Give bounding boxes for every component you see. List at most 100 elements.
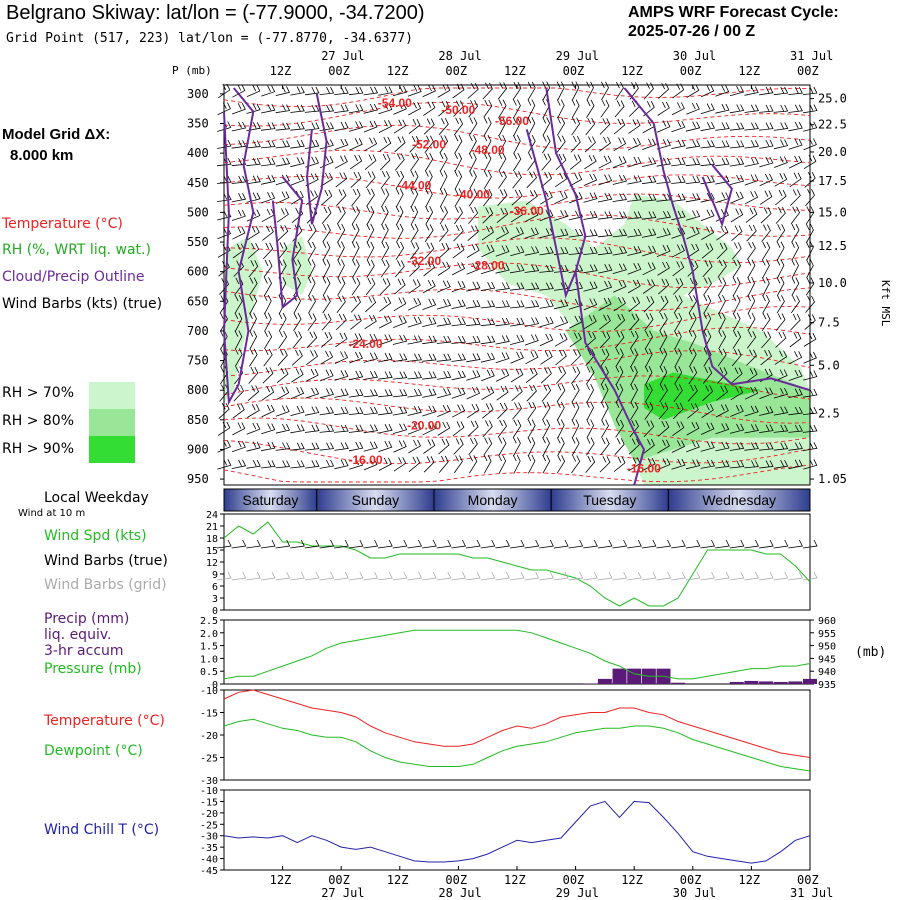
wind-barb <box>571 455 581 474</box>
wind-barb <box>803 459 818 470</box>
wind-barb <box>260 140 276 149</box>
wind-barb <box>509 300 525 309</box>
wind-barb <box>410 223 419 243</box>
wind-barb <box>409 242 420 260</box>
grid-wind-barb <box>378 571 393 581</box>
wind-barb <box>496 385 509 401</box>
wind-speed-label: Wind Spd (kts) <box>44 528 147 544</box>
wind-barb <box>351 188 361 207</box>
wind-barb <box>598 174 613 186</box>
wind-barb <box>307 277 316 296</box>
wind-barb <box>776 295 785 314</box>
wind-barb <box>512 134 521 154</box>
wind-barb <box>424 188 433 207</box>
y-tick-label-right: 7.5 <box>818 316 840 330</box>
wind-barb <box>759 122 774 131</box>
wind-barb <box>703 294 712 314</box>
wind-barb <box>407 85 422 97</box>
wind-barb <box>629 313 640 331</box>
legend-rh: RH (%, WRT liq. wat.) <box>2 242 151 258</box>
wind-barb <box>511 189 523 206</box>
wind-barb <box>469 455 478 474</box>
wind-barb <box>659 330 668 350</box>
wind-barb <box>788 406 803 416</box>
wind-barb <box>422 84 436 98</box>
wind-barb <box>540 172 553 188</box>
y-tick-label: 21 <box>206 522 218 533</box>
rh-bin-label: RH > 80% <box>2 413 75 429</box>
wind-barb <box>394 136 406 153</box>
wind-barb <box>730 191 744 204</box>
wind-barb <box>598 297 612 311</box>
wind-barb <box>467 83 479 99</box>
y-tick-label: -20 <box>200 809 218 820</box>
y-tick-label: 1.5 <box>200 642 218 653</box>
wind-barb <box>381 205 389 225</box>
wind-barb <box>731 349 742 367</box>
wind-barb <box>290 140 305 149</box>
wind-barb <box>600 348 610 367</box>
wind-barb <box>247 404 260 418</box>
wind-barb <box>290 86 305 96</box>
wind-barb <box>246 122 261 131</box>
wind-barb <box>715 157 730 167</box>
wind-barb <box>601 81 609 101</box>
grid-wind-barb <box>495 571 510 581</box>
grid-wind-barb <box>758 571 774 581</box>
wind-barb <box>219 330 228 350</box>
wind-barb <box>730 405 744 417</box>
wind-barb <box>745 207 758 223</box>
wind-barb <box>731 225 743 242</box>
wind-barb <box>319 442 335 451</box>
wind-barb <box>527 402 537 420</box>
y-tick-label: 6 <box>212 582 218 593</box>
wind-barb <box>656 157 671 167</box>
wind-barb <box>568 247 584 255</box>
wind-barb <box>600 419 609 438</box>
wind-barb <box>483 99 493 118</box>
wind-barbs-true-label: Wind Barbs (true) <box>44 553 168 569</box>
wind-barb <box>363 120 378 133</box>
wind-barb <box>641 157 657 167</box>
wind-barb <box>657 420 670 437</box>
wind-barb <box>495 245 510 257</box>
rh-shading <box>224 194 810 485</box>
wind-barb <box>454 135 463 154</box>
wind-barb <box>556 135 566 154</box>
surface-wind-barb <box>246 539 261 549</box>
temperature-isoline <box>223 287 811 312</box>
wind-barb <box>348 370 364 381</box>
wind-barb <box>761 331 772 349</box>
weekday-cell <box>667 488 811 512</box>
wind-barb <box>351 241 360 261</box>
cloud-outlines <box>222 87 811 486</box>
wind-height-label: Wind at 10 m <box>18 508 86 519</box>
wind-barb <box>319 86 335 95</box>
wind-barb <box>410 188 419 207</box>
y-tick-label-right: 955 <box>818 629 836 640</box>
temperature-isoline <box>223 464 811 483</box>
wind-barb <box>747 294 756 314</box>
wind-barb <box>334 351 349 364</box>
wind-barb <box>276 191 290 204</box>
wind-barb <box>774 173 788 187</box>
wind-barb <box>378 406 393 416</box>
wind-barb <box>747 312 756 332</box>
wind-barb <box>643 420 655 437</box>
wind-barb <box>278 259 287 278</box>
wind-barb <box>438 438 450 455</box>
y-tick-label: 900 <box>187 442 209 456</box>
wind-barb <box>804 314 816 330</box>
wind-barb <box>586 81 594 101</box>
wind-barb <box>729 460 745 469</box>
wind-barb <box>598 280 613 293</box>
y-tick-label: 12 <box>206 558 218 569</box>
wind-barb <box>554 172 568 188</box>
precip-label-liq: liq. equiv. <box>44 627 112 643</box>
wind-barb <box>527 81 536 101</box>
wind-barb <box>759 104 774 113</box>
wind-barb <box>555 349 567 366</box>
wind-barb <box>410 170 419 190</box>
wind-barb <box>305 368 319 382</box>
